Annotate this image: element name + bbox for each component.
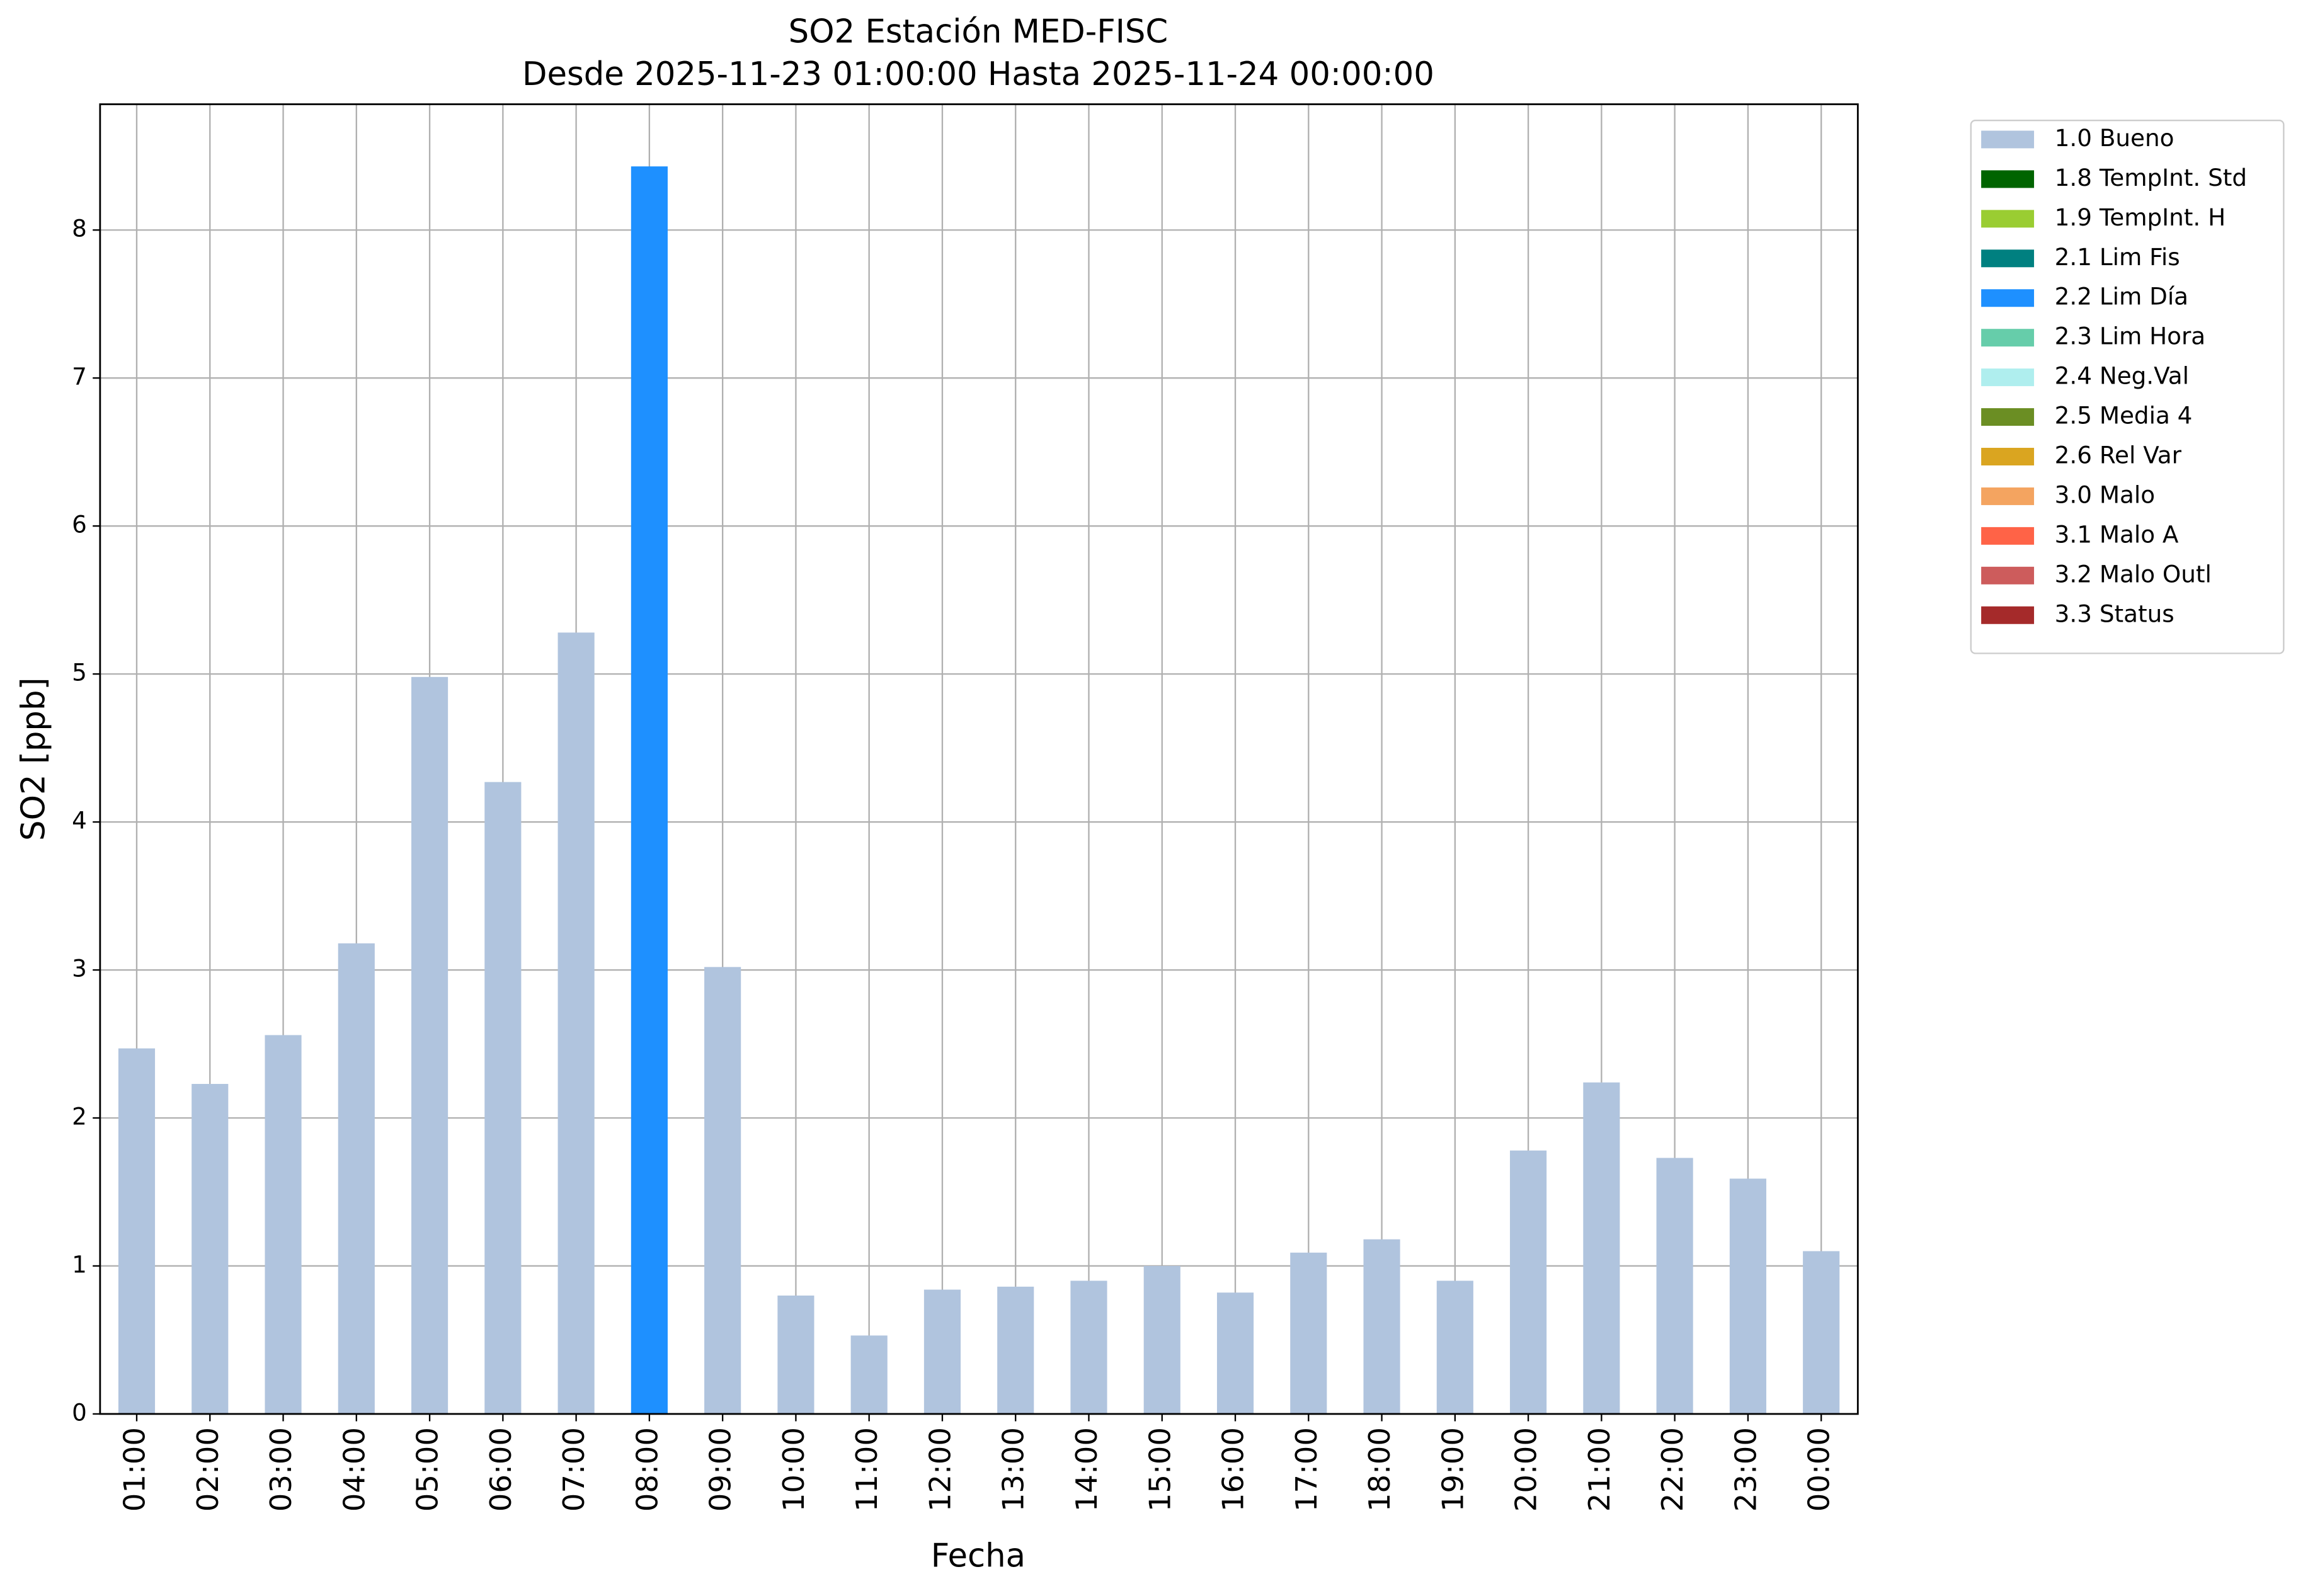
x-tick-label: 21:00 xyxy=(1582,1427,1616,1512)
bar xyxy=(923,1289,961,1414)
legend-swatch xyxy=(1981,329,2035,347)
chart-title: SO2 Estación MED-FISC xyxy=(789,13,1169,51)
x-tick-label: 02:00 xyxy=(191,1427,225,1512)
bar xyxy=(191,1083,229,1414)
plot-frame xyxy=(99,103,1859,1415)
x-tick-label: 22:00 xyxy=(1655,1427,1689,1512)
legend-frame xyxy=(1970,119,2285,654)
legend-label: 3.1 Malo A xyxy=(2055,520,2179,548)
legend-swatch xyxy=(1981,566,2035,584)
x-tick-label: 07:00 xyxy=(557,1427,591,1512)
y-tick-label: 2 xyxy=(72,1103,87,1131)
bar xyxy=(338,943,375,1414)
legend-label: 2.1 Lim Fis xyxy=(2055,243,2180,271)
legend-label: 1.8 TempInt. Std xyxy=(2055,164,2247,191)
legend-swatch xyxy=(1981,130,2035,149)
bar xyxy=(1803,1251,1840,1414)
bar xyxy=(484,782,522,1414)
legend-swatch xyxy=(1981,289,2035,307)
bar xyxy=(1729,1178,1766,1414)
x-tick-label: 23:00 xyxy=(1729,1427,1763,1512)
y-tick-label: 8 xyxy=(72,215,87,242)
bar xyxy=(1436,1280,1473,1414)
x-tick-label: 05:00 xyxy=(411,1427,445,1512)
x-tick-label: 10:00 xyxy=(777,1427,811,1512)
bar xyxy=(557,632,595,1414)
legend-swatch xyxy=(1981,527,2035,545)
legend-swatch xyxy=(1981,170,2035,188)
legend-label: 1.9 TempInt. H xyxy=(2055,203,2226,231)
bar xyxy=(1143,1265,1180,1414)
bar xyxy=(1656,1158,1693,1414)
x-tick-label: 04:00 xyxy=(337,1427,371,1512)
x-tick-label: 18:00 xyxy=(1363,1427,1397,1512)
bar xyxy=(997,1286,1034,1414)
legend-label: 2.6 Rel Var xyxy=(2055,441,2182,469)
y-tick-label: 0 xyxy=(72,1398,87,1426)
x-tick-label: 20:00 xyxy=(1509,1427,1543,1512)
x-tick-label: 11:00 xyxy=(850,1427,884,1512)
bar xyxy=(1070,1280,1107,1414)
x-tick-label: 17:00 xyxy=(1289,1427,1323,1512)
x-tick-label: 13:00 xyxy=(997,1427,1031,1512)
bars xyxy=(118,166,1840,1414)
x-tick-label: 12:00 xyxy=(923,1427,957,1512)
x-tick-label: 16:00 xyxy=(1216,1427,1250,1512)
legend-swatch xyxy=(1981,408,2035,426)
y-tick-label: 6 xyxy=(72,511,87,539)
x-tick-label: 19:00 xyxy=(1436,1427,1470,1512)
legend-swatch xyxy=(1981,448,2035,465)
x-tick-label: 00:00 xyxy=(1802,1427,1836,1512)
x-tick-label: 01:00 xyxy=(118,1427,152,1512)
legend-label: 2.3 Lim Hora xyxy=(2055,322,2205,350)
y-tick-label: 1 xyxy=(72,1250,87,1278)
legend-label: 2.2 Lim Día xyxy=(2055,283,2188,311)
x-tick-label: 03:00 xyxy=(264,1427,298,1512)
bar xyxy=(411,676,449,1414)
bar xyxy=(777,1295,814,1414)
legend-label: 2.5 Media 4 xyxy=(2055,402,2193,430)
x-tick-label: 09:00 xyxy=(704,1427,738,1512)
y-tick-label: 3 xyxy=(72,955,87,983)
axes: 0 1 2 3 4 5 6 7 8 01:00 02:00 03:00 04:00 05:00 06:00 0… xyxy=(72,103,1859,1512)
legend-swatch xyxy=(1981,368,2035,387)
legend-label: 1.0 Bueno xyxy=(2055,124,2174,152)
x-axis-label: Fecha xyxy=(931,1537,1026,1575)
legend-label: 2.4 Neg.Val xyxy=(2055,362,2189,390)
y-tick-label: 7 xyxy=(72,363,87,390)
bar xyxy=(118,1048,156,1414)
bar xyxy=(704,967,741,1414)
x-tick-label: 14:00 xyxy=(1070,1427,1104,1512)
bar xyxy=(1363,1239,1400,1414)
bar xyxy=(1216,1292,1254,1414)
bar xyxy=(1583,1082,1620,1414)
legend-label: 3.3 Status xyxy=(2055,600,2174,627)
x-tick-label: 08:00 xyxy=(630,1427,664,1512)
y-tick-label: 4 xyxy=(72,807,87,835)
bar xyxy=(265,1035,302,1414)
bar xyxy=(631,166,668,1414)
x-tick-label: 06:00 xyxy=(484,1427,518,1512)
legend-swatch xyxy=(1981,606,2035,624)
legend-label: 3.0 Malo xyxy=(2055,481,2155,508)
legend-swatch xyxy=(1981,249,2035,268)
bar xyxy=(1510,1150,1547,1414)
legend-swatch xyxy=(1981,210,2035,228)
y-axis-label: SO2 [ppb] xyxy=(14,678,52,841)
y-tick-label: 5 xyxy=(72,659,87,687)
bar xyxy=(850,1335,888,1414)
legend: 1.0 Bueno 1.8 TempInt. Std 1.9 TempInt. H 2… xyxy=(1970,119,2285,654)
bar xyxy=(1290,1252,1327,1414)
legend-swatch xyxy=(1981,487,2035,505)
x-tick-label: 15:00 xyxy=(1143,1427,1177,1512)
legend-label: 3.2 Malo Outl xyxy=(2055,560,2212,588)
chart-subtitle: Desde 2025-11-23 01:00:00 Hasta 2025-11-… xyxy=(522,55,1434,93)
